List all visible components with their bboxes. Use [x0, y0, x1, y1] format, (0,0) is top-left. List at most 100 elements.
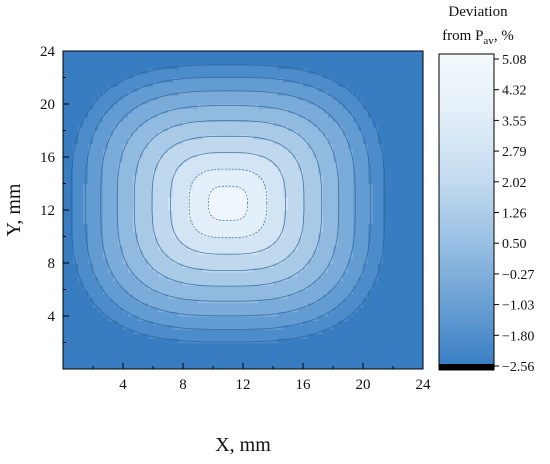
heat-cell [168, 227, 174, 233]
heat-cell [263, 187, 269, 193]
heat-cell [383, 320, 389, 326]
heat-cell [103, 223, 109, 229]
heat-cell [93, 276, 99, 282]
heat-cell [323, 293, 329, 299]
heat-cell [338, 355, 344, 361]
heat-cell [223, 157, 229, 163]
heat-cell [368, 355, 374, 361]
heat-cell [168, 99, 174, 105]
heat-cell [223, 218, 229, 224]
heat-cell [183, 90, 189, 96]
heat-cell [238, 134, 244, 140]
heat-cell [208, 143, 214, 149]
heat-cell [258, 355, 264, 361]
heat-cell [178, 218, 184, 224]
heat-cell [123, 338, 129, 344]
heat-cell [123, 364, 129, 369]
heat-cell [103, 263, 109, 269]
heat-cell [288, 360, 294, 366]
heat-cell [363, 157, 369, 163]
heat-cell [348, 249, 354, 255]
heat-cell [218, 271, 224, 277]
heat-cell [213, 179, 219, 185]
heat-cell [113, 165, 119, 171]
heat-cell [308, 360, 314, 366]
heat-cell [233, 346, 239, 352]
heat-cell [128, 165, 134, 171]
heat-cell [138, 263, 144, 269]
heat-cell [383, 346, 389, 352]
heat-cell [383, 302, 389, 308]
heat-cell [78, 130, 84, 136]
heat-cell [373, 148, 379, 154]
heat-cell [333, 329, 339, 335]
heat-cell [73, 240, 79, 246]
heat-cell [358, 152, 364, 158]
heat-cell [133, 148, 139, 154]
heat-cell [258, 148, 264, 154]
heat-cell [238, 276, 244, 282]
heat-cell [293, 311, 299, 317]
heat-cell [313, 364, 319, 369]
heat-cell [113, 267, 119, 273]
heat-cell [143, 316, 149, 322]
heat-cell [213, 240, 219, 246]
heat-cell [248, 254, 254, 260]
heat-cell [293, 316, 299, 322]
heat-cell [288, 117, 294, 123]
heat-cell [318, 333, 324, 339]
heat-cell [213, 311, 219, 317]
heat-cell [178, 179, 184, 185]
heat-cell [193, 51, 199, 57]
heat-cell [238, 157, 244, 163]
heat-cell [138, 214, 144, 220]
heat-cell [263, 73, 269, 79]
heat-cell [398, 139, 404, 145]
heat-cell [368, 68, 374, 74]
heat-cell [88, 245, 94, 251]
heat-cell [148, 77, 154, 83]
heat-cell [93, 148, 99, 154]
heat-cell [333, 364, 339, 369]
heat-cell [273, 192, 279, 198]
heat-cell [333, 276, 339, 282]
heat-cell [188, 249, 194, 255]
heat-cell [313, 223, 319, 229]
heat-cell [303, 240, 309, 246]
heat-cell [63, 51, 69, 57]
heat-cell [333, 214, 339, 220]
heat-cell [113, 223, 119, 229]
heat-cell [303, 267, 309, 273]
heat-cell [233, 139, 239, 145]
heat-cell [353, 360, 359, 366]
heat-cell [203, 254, 209, 260]
heat-cell [183, 81, 189, 87]
heat-cell [378, 81, 384, 87]
heat-cell [88, 355, 94, 361]
heat-cell [388, 77, 394, 83]
heat-cell [193, 223, 199, 229]
heat-cell [323, 152, 329, 158]
heat-cell [333, 152, 339, 158]
heat-cell [63, 183, 69, 189]
heat-cell [68, 161, 74, 167]
heat-cell [118, 55, 124, 61]
heat-cell [318, 218, 324, 224]
heat-cell [303, 249, 309, 255]
heat-cell [358, 126, 364, 132]
heat-cell [268, 276, 274, 282]
heat-cell [393, 73, 399, 79]
heat-cell [388, 285, 394, 291]
heat-cell [223, 130, 229, 136]
heat-cell [68, 112, 74, 118]
heat-cell [153, 121, 159, 127]
heat-cell [283, 320, 289, 326]
heat-cell [243, 165, 249, 171]
heat-cell [303, 227, 309, 233]
heat-cell [393, 263, 399, 269]
heat-cell [253, 245, 259, 251]
heat-cell [108, 364, 114, 369]
heat-cell [93, 271, 99, 277]
heat-cell [343, 214, 349, 220]
heat-cell [248, 117, 254, 123]
